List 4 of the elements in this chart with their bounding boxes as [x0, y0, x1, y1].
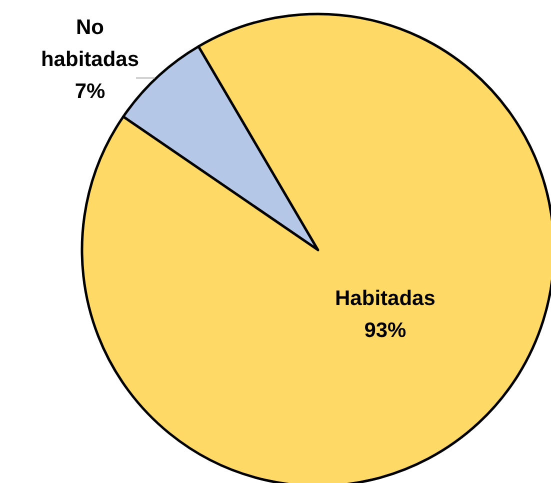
data-label: 7% — [74, 80, 106, 103]
data-label: 93% — [364, 319, 407, 342]
slice-label: Habitadas — [335, 287, 436, 310]
slice-label: No habitadas — [40, 16, 140, 71]
